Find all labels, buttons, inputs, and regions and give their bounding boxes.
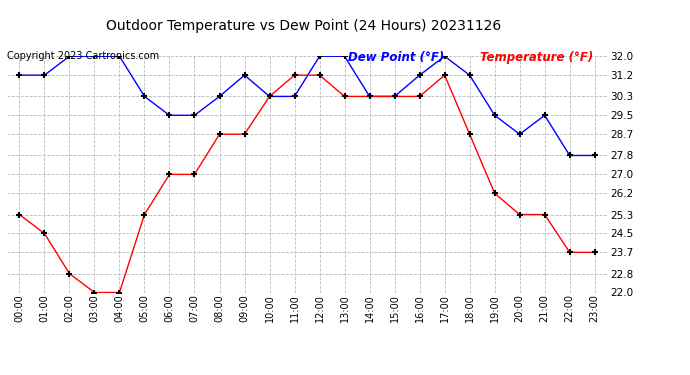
Text: Temperature (°F): Temperature (°F) <box>480 51 593 64</box>
Text: Copyright 2023 Cartronics.com: Copyright 2023 Cartronics.com <box>7 51 159 61</box>
Text: Outdoor Temperature vs Dew Point (24 Hours) 20231126: Outdoor Temperature vs Dew Point (24 Hou… <box>106 19 501 33</box>
Text: Dew Point (°F): Dew Point (°F) <box>348 51 444 64</box>
